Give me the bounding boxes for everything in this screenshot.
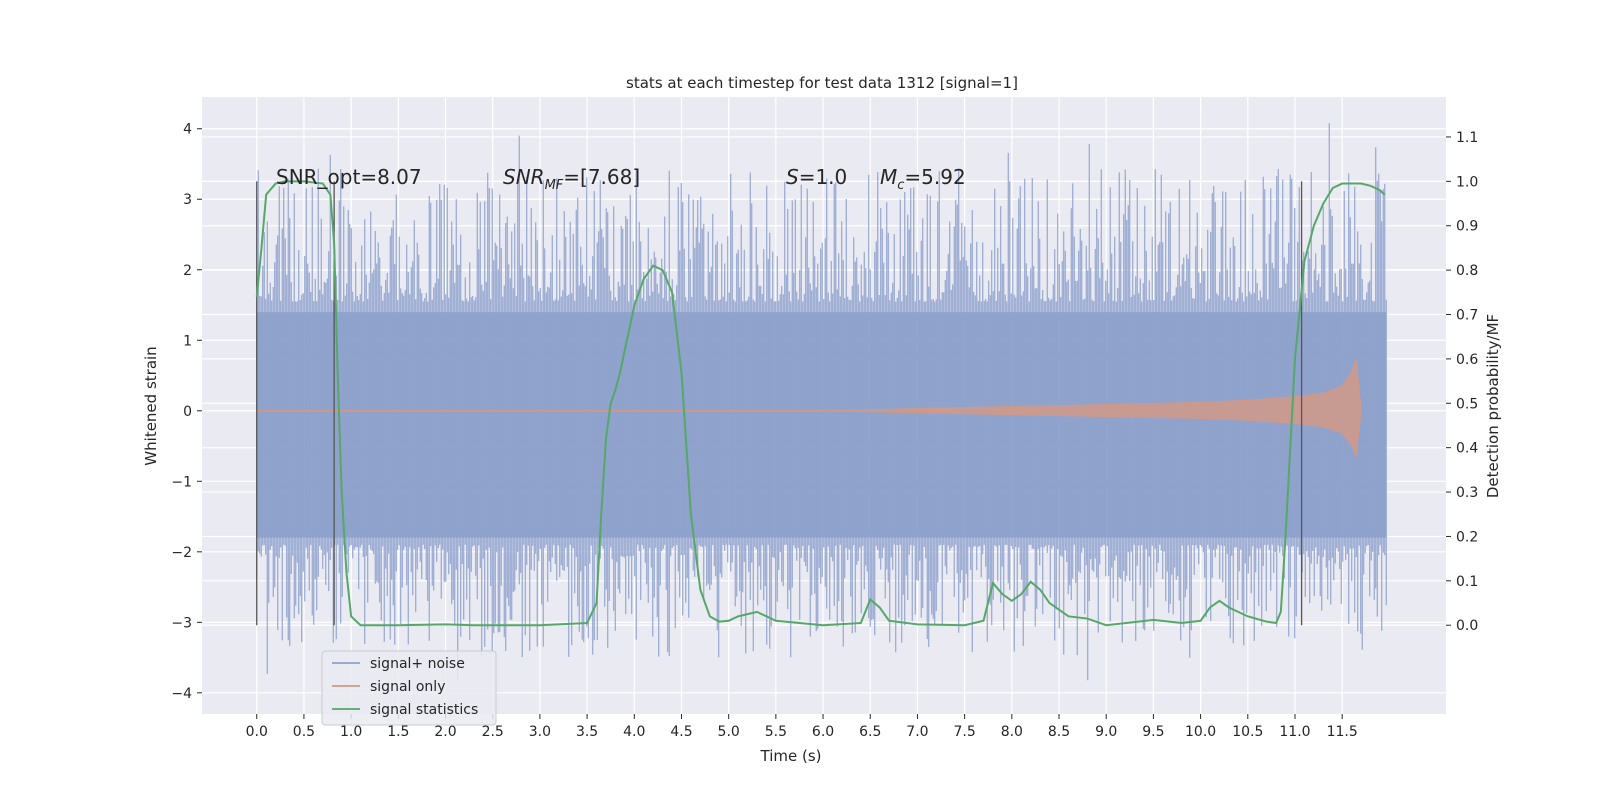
x-tick-label: 6.0 — [812, 724, 834, 740]
left-y-tick-label: −4 — [171, 686, 192, 702]
right-y-tick-label: 0.6 — [1456, 352, 1478, 368]
annotation-mc-value: =5.92 — [904, 165, 965, 189]
x-tick-label: 10.5 — [1232, 724, 1263, 740]
annotation-snr-opt: SNR_opt=8.07 — [276, 165, 422, 189]
series-signal-statistics — [255, 180, 1386, 627]
annotation-snr-mf-main: SNR — [503, 165, 545, 189]
signal-chirp — [256, 359, 1362, 459]
right-y-tick-label: 0.0 — [1456, 618, 1478, 634]
x-tick-label: 0.5 — [293, 724, 315, 740]
left-y-tick-label: −3 — [171, 615, 192, 631]
x-tick-label: 1.0 — [340, 724, 362, 740]
series-signal-noise — [256, 123, 1387, 681]
annotation-mc: Mc=5.92 — [880, 165, 966, 193]
x-tick-label: 4.5 — [670, 724, 692, 740]
x-tick-label: 4.0 — [623, 724, 645, 740]
x-tick-label: 1.5 — [387, 724, 409, 740]
x-tick-label: 8.5 — [1048, 724, 1070, 740]
x-tick-label: 6.5 — [859, 724, 881, 740]
x-tick-label: 0.0 — [246, 724, 268, 740]
x-axis-label: Time (s) — [760, 747, 822, 765]
x-tick-label: 11.0 — [1279, 724, 1310, 740]
annotation-mc-main: M — [880, 165, 897, 189]
right-y-tick-label: 0.9 — [1456, 219, 1478, 235]
x-axis-ticks: 0.0 0.5 1.0 1.5 2.0 2.5 3.0 3.5 4.0 4.5 5.0 5.5 6.0 6… — [246, 714, 1358, 740]
statistics-line — [255, 180, 1386, 627]
x-tick-label: 3.5 — [576, 724, 598, 740]
left-y-tick-label: 4 — [183, 122, 192, 138]
right-y-tick-label: 0.7 — [1456, 308, 1478, 324]
x-tick-label: 9.5 — [1142, 724, 1164, 740]
legend-label-signal-only: signal only — [370, 679, 445, 695]
left-y-tick-label: 2 — [183, 263, 192, 279]
left-y-tick-label: −1 — [171, 474, 192, 490]
annotation-mc-sub: c — [897, 178, 904, 193]
x-tick-label: 5.5 — [765, 724, 787, 740]
right-y-axis-label: Detection probability/MF — [1484, 314, 1502, 498]
annotation-s-main: S — [786, 165, 799, 189]
right-y-tick-label: 0.8 — [1456, 263, 1478, 279]
x-tick-label: 10.0 — [1185, 724, 1216, 740]
x-tick-label: 11.5 — [1327, 724, 1358, 740]
x-tick-label: 7.5 — [954, 724, 976, 740]
right-y-tick-label: 0.2 — [1456, 529, 1478, 545]
right-y-tick-label: 0.4 — [1456, 441, 1478, 457]
legend-label-signal-noise: signal+ noise — [370, 656, 465, 672]
legend-label-signal-statistics: signal statistics — [370, 702, 478, 718]
right-y-axis-ticks: 1.1 1.0 0.9 0.8 0.7 0.6 0.5 0.4 0.3 0.2 0.1 0.0 — [1446, 130, 1478, 634]
right-y-tick-label: 1.0 — [1456, 174, 1478, 190]
x-tick-label: 3.0 — [529, 724, 551, 740]
chart-title: stats at each timestep for test data 131… — [626, 74, 1018, 92]
legend: signal+ noise signal only signal statist… — [321, 650, 497, 726]
right-y-tick-label: 0.1 — [1456, 574, 1478, 590]
left-y-tick-label: 1 — [183, 333, 192, 349]
x-tick-label: 2.0 — [434, 724, 456, 740]
x-tick-label: 5.0 — [718, 724, 740, 740]
right-y-tick-label: 1.1 — [1456, 130, 1478, 146]
left-y-axis-label: Whitened strain — [142, 346, 160, 465]
right-y-tick-label: 0.3 — [1456, 485, 1478, 501]
series-signal-only — [256, 359, 1362, 459]
left-y-axis-ticks: 4 3 2 1 0 −1 −2 −3 −4 — [171, 122, 202, 702]
annotation-s-value: =1.0 — [799, 165, 848, 189]
left-y-tick-label: 0 — [183, 404, 192, 420]
annotation-snr-mf-value: =[7.68] — [563, 165, 640, 189]
x-tick-label: 8.0 — [1001, 724, 1023, 740]
x-tick-label: 2.5 — [482, 724, 504, 740]
legend-box — [321, 650, 497, 726]
x-tick-label: 9.0 — [1095, 724, 1117, 740]
x-tick-label: 7.0 — [906, 724, 928, 740]
left-y-tick-label: −2 — [171, 545, 192, 561]
annotation-snr-mf: SNRMF=[7.68] — [503, 165, 640, 193]
left-y-tick-label: 3 — [183, 192, 192, 208]
annotation-s: S=1.0 — [786, 165, 847, 189]
annotation-snr-mf-sub: MF — [545, 178, 564, 193]
right-y-tick-label: 0.5 — [1456, 396, 1478, 412]
